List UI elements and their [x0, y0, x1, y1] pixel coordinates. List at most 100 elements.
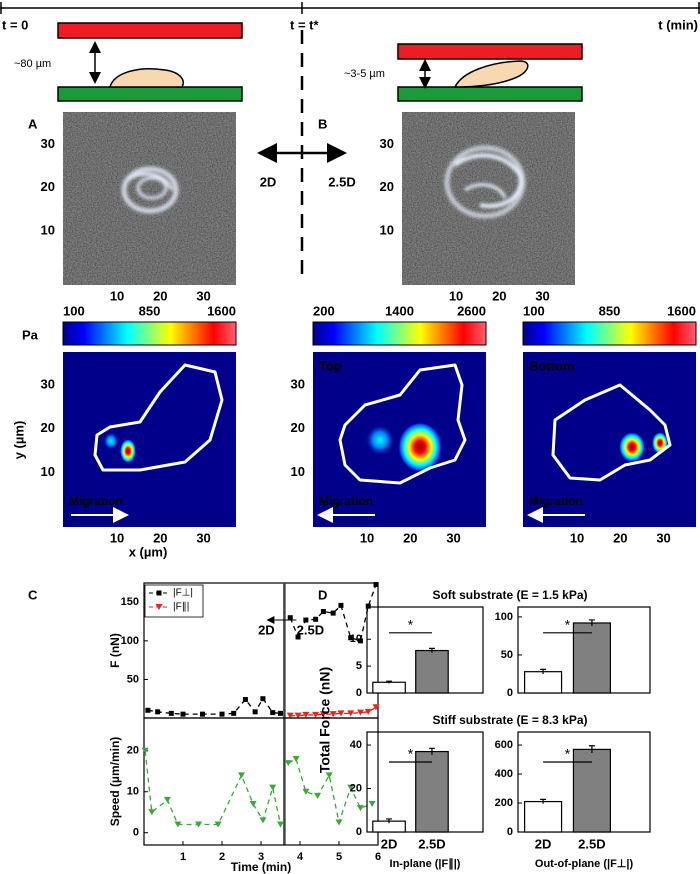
- marker: [373, 582, 379, 588]
- y-tick-label: 10: [41, 222, 55, 237]
- colorbar-tick-label: 1400: [385, 303, 414, 318]
- marker: [141, 747, 149, 754]
- marker: [372, 704, 380, 711]
- y-tick-label: 5: [356, 660, 362, 672]
- y-tick-label: 200: [495, 797, 513, 809]
- x-tick-label: 20: [492, 288, 506, 303]
- top-plate: [57, 22, 243, 39]
- marker: [242, 696, 248, 702]
- y-tick-label: 600: [495, 739, 513, 751]
- y-axis-label: Speed (µm/min): [108, 737, 122, 827]
- significance-mark: *: [408, 746, 414, 762]
- marker: [286, 712, 294, 719]
- x-tick-label: 2: [219, 851, 225, 863]
- marker: [155, 709, 161, 715]
- micrograph: [402, 112, 575, 285]
- force-map: [523, 352, 696, 527]
- migration-label: Migration: [69, 494, 123, 508]
- y-tick-label: 100: [121, 635, 139, 647]
- marker: [168, 710, 174, 716]
- colorbar: [62, 321, 237, 346]
- marker: [249, 801, 257, 808]
- x-tick-label: 10: [360, 530, 374, 545]
- y-tick-label: 0: [507, 687, 513, 699]
- panel-label: C: [28, 587, 38, 602]
- y-tick-label: 10: [127, 786, 139, 798]
- gap-label: ~80 µm: [14, 58, 51, 70]
- colorbar-tick-label: 2600: [457, 303, 486, 318]
- marker: [319, 711, 327, 718]
- y-tick-label: 40: [350, 739, 362, 751]
- error-bar: [428, 647, 435, 653]
- x-tick-label: 30: [196, 530, 210, 545]
- y-tick-label: 0: [356, 687, 362, 699]
- y-tick-label: 10: [291, 464, 305, 479]
- colorbar-tick-label: 1600: [207, 303, 236, 318]
- marker: [338, 602, 344, 608]
- marker: [295, 634, 301, 640]
- micrograph: [63, 112, 236, 285]
- x-tick-label: 6: [375, 851, 381, 863]
- y-axis-label: Total Force (nN): [317, 667, 333, 773]
- marker: [302, 788, 310, 795]
- panel-label: A: [28, 116, 38, 131]
- x-tick-label: 2D: [535, 836, 552, 851]
- migration-label: Migration: [319, 494, 373, 508]
- colorbar: [522, 321, 697, 346]
- x-axis-label: Out-of-plane (|F⊥|): [535, 858, 634, 870]
- marker: [195, 821, 203, 828]
- x-tick-label: 20: [153, 530, 167, 545]
- y-tick-label: 0: [507, 826, 513, 838]
- marker: [330, 610, 336, 616]
- marker: [200, 711, 205, 717]
- y-tick-label: 20: [291, 420, 305, 435]
- y-tick-label: 150: [121, 596, 139, 608]
- marker: [337, 710, 345, 717]
- x-tick-label: 30: [446, 530, 460, 545]
- x-axis-label: Time (min): [231, 860, 291, 874]
- x-tick-label: 2D: [381, 836, 398, 851]
- y-tick-label: 30: [41, 136, 55, 151]
- y-tick-label: 20: [127, 745, 139, 757]
- colorbar-tick-label: 200: [313, 303, 335, 318]
- significance-mark: *: [565, 617, 571, 633]
- error-bar: [428, 747, 435, 755]
- marker: [364, 708, 372, 715]
- colorbar-tick-label: 100: [523, 303, 545, 318]
- y-axis-label: F (nN): [108, 633, 122, 668]
- x-tick-label: 30: [196, 288, 210, 303]
- x-tick-label: 10: [110, 288, 124, 303]
- marker: [180, 711, 186, 717]
- marker: [335, 819, 343, 826]
- marker: [231, 710, 237, 716]
- marker: [277, 821, 284, 828]
- y-tick-label: 30: [291, 376, 305, 391]
- x-tick-label: 1: [180, 851, 186, 863]
- plot-frame: [143, 717, 379, 846]
- colorbar-tick-label: 100: [63, 303, 85, 318]
- y-tick-label: 50: [501, 649, 513, 661]
- x-tick-label: 10: [110, 530, 124, 545]
- cell: [109, 68, 184, 88]
- top-plate: [397, 43, 583, 60]
- x-tick-label: 2.5D: [418, 836, 445, 851]
- marker: [357, 638, 363, 644]
- marker: [313, 616, 319, 622]
- x-tick-label: 5: [336, 851, 342, 863]
- bar: [415, 649, 449, 694]
- mode-label: 2.5D: [328, 174, 355, 189]
- marker: [294, 712, 302, 719]
- cell: [453, 60, 529, 88]
- marker: [259, 817, 267, 824]
- bar: [415, 750, 449, 833]
- marker: [303, 617, 309, 623]
- marker: [219, 711, 225, 717]
- y-axis-label: y (µm): [11, 421, 26, 460]
- timeline-start: t = 0: [2, 17, 28, 32]
- marker: [155, 604, 163, 610]
- x-tick-label: 3: [258, 851, 264, 863]
- bar: [523, 800, 563, 833]
- y-tick-label: 400: [495, 768, 513, 780]
- marker: [325, 772, 333, 779]
